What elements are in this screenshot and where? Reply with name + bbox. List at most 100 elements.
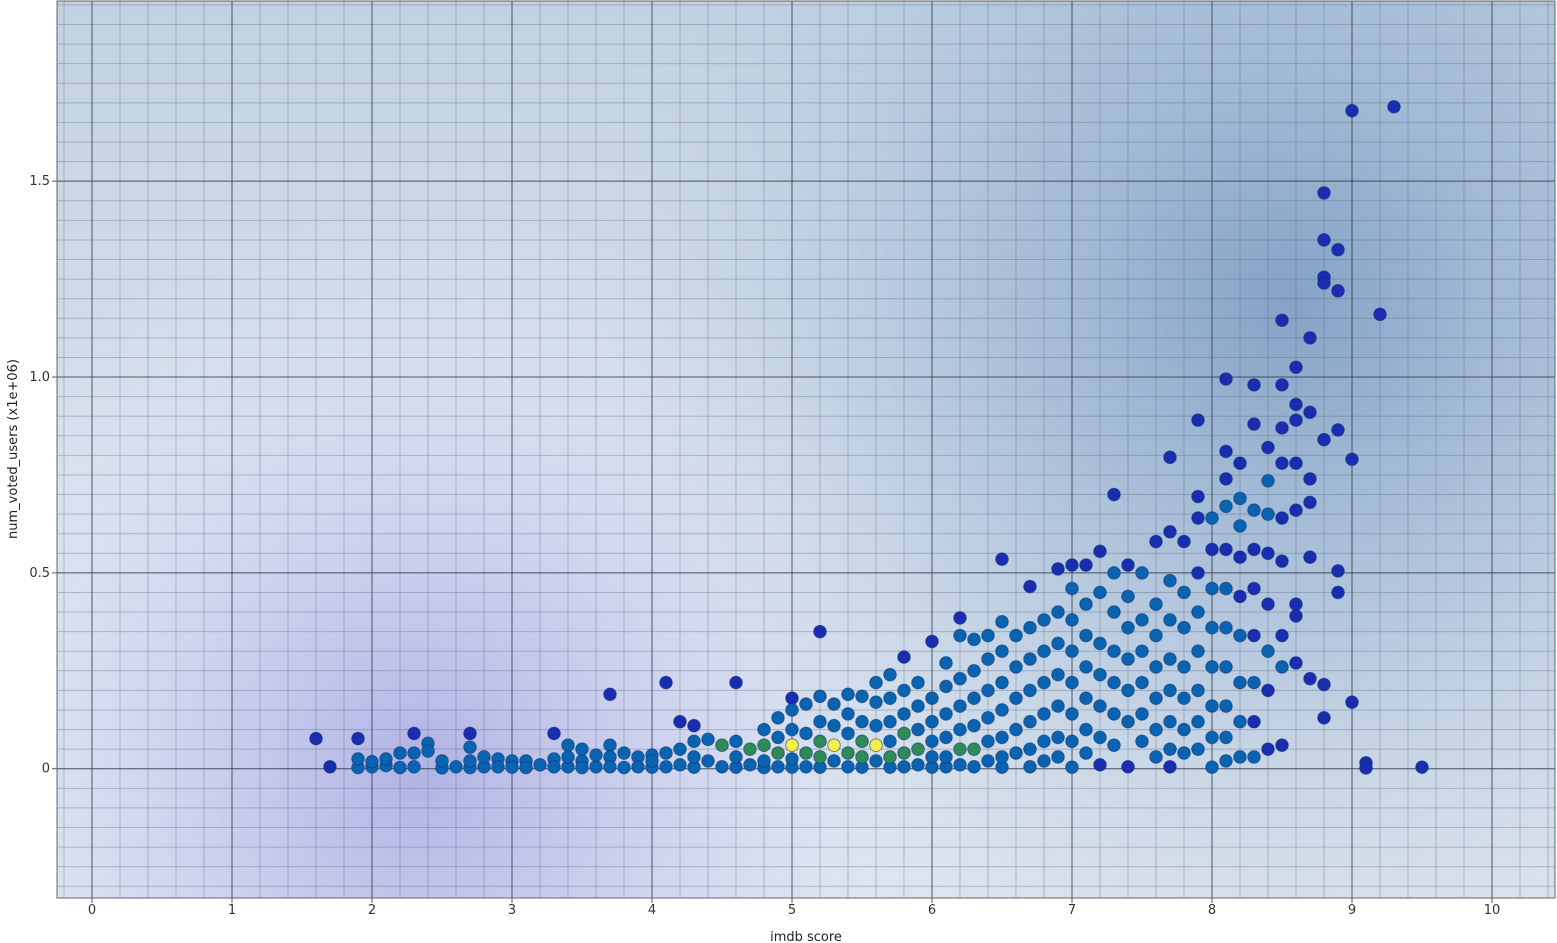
data-point — [491, 759, 505, 774]
data-point — [1331, 284, 1345, 298]
data-point — [771, 746, 785, 760]
data-point — [995, 703, 1009, 717]
data-point — [813, 750, 827, 764]
data-point — [1163, 652, 1177, 666]
data-point — [1191, 413, 1205, 427]
data-point — [589, 759, 603, 774]
y-axis-title: num_voted_users (x1e+06) — [6, 359, 21, 539]
data-point — [1275, 554, 1289, 568]
data-point — [911, 722, 925, 737]
data-point — [1037, 754, 1051, 768]
data-point — [1219, 620, 1233, 635]
data-point — [1079, 691, 1093, 706]
data-point — [743, 758, 757, 772]
data-point — [1205, 660, 1219, 674]
data-point — [1303, 495, 1317, 510]
data-point — [463, 754, 477, 768]
x-tick-label: 4 — [648, 903, 656, 918]
data-point — [939, 750, 953, 764]
data-point — [981, 628, 995, 643]
data-point — [799, 746, 813, 760]
data-point — [1303, 331, 1317, 345]
data-point — [1121, 759, 1135, 774]
data-point — [1163, 524, 1177, 539]
data-point — [1261, 474, 1275, 488]
data-point — [897, 759, 911, 774]
data-point — [701, 732, 715, 747]
data-point — [1093, 699, 1107, 713]
data-point — [1065, 644, 1079, 659]
data-point — [379, 752, 393, 766]
data-point — [1149, 597, 1163, 612]
data-point — [435, 754, 449, 768]
y-tick-label: 1.0 — [29, 370, 50, 385]
data-point — [827, 718, 841, 733]
data-point — [1275, 313, 1289, 328]
data-point — [1205, 620, 1219, 635]
data-point — [1359, 761, 1373, 775]
data-point — [1219, 660, 1233, 674]
data-point — [1387, 99, 1401, 114]
data-point — [1233, 550, 1247, 565]
data-point — [1093, 636, 1107, 651]
data-point — [1093, 544, 1107, 559]
data-point — [911, 699, 925, 713]
data-point — [897, 707, 911, 721]
data-point — [603, 687, 617, 702]
data-point — [659, 675, 673, 690]
data-point — [1163, 573, 1177, 588]
data-point — [1275, 378, 1289, 392]
data-point — [1219, 730, 1233, 745]
data-point — [1163, 714, 1177, 729]
data-point — [799, 697, 813, 711]
data-point — [1121, 714, 1135, 729]
data-point — [1303, 550, 1317, 565]
data-point — [589, 748, 603, 762]
data-point — [841, 746, 855, 760]
data-point — [827, 697, 841, 711]
data-point — [1149, 691, 1163, 706]
data-point — [1163, 759, 1177, 774]
data-point — [1261, 597, 1275, 612]
data-point — [981, 683, 995, 698]
data-point — [1219, 754, 1233, 768]
data-point — [547, 726, 561, 741]
data-point — [799, 726, 813, 741]
data-point — [785, 691, 799, 706]
data-point — [673, 758, 687, 772]
data-point — [1247, 378, 1261, 392]
data-point — [813, 734, 827, 749]
data-point — [771, 759, 785, 774]
data-point — [1261, 440, 1275, 455]
data-point — [533, 758, 547, 772]
data-point — [1023, 652, 1037, 666]
data-point — [1177, 660, 1191, 674]
data-point — [1261, 644, 1275, 659]
data-point — [1177, 534, 1191, 549]
data-point — [911, 758, 925, 772]
data-point — [1247, 581, 1261, 596]
data-point — [1135, 734, 1149, 749]
data-point — [1317, 233, 1331, 247]
data-point — [323, 759, 337, 774]
data-point — [1205, 542, 1219, 557]
data-point — [463, 740, 477, 754]
data-point — [1191, 644, 1205, 659]
data-point — [841, 726, 855, 741]
data-point — [1317, 276, 1331, 290]
data-point — [1121, 589, 1135, 604]
data-point — [1289, 503, 1303, 518]
data-point — [883, 714, 897, 729]
data-point — [1275, 421, 1289, 435]
data-point — [855, 714, 869, 729]
data-point — [449, 759, 463, 774]
data-point — [393, 760, 407, 775]
data-point — [1177, 746, 1191, 760]
data-point — [1009, 722, 1023, 737]
data-point — [925, 691, 939, 706]
data-point — [1191, 566, 1205, 580]
data-point — [659, 759, 673, 774]
data-point — [939, 707, 953, 721]
data-point — [869, 695, 883, 709]
data-point — [351, 752, 365, 766]
